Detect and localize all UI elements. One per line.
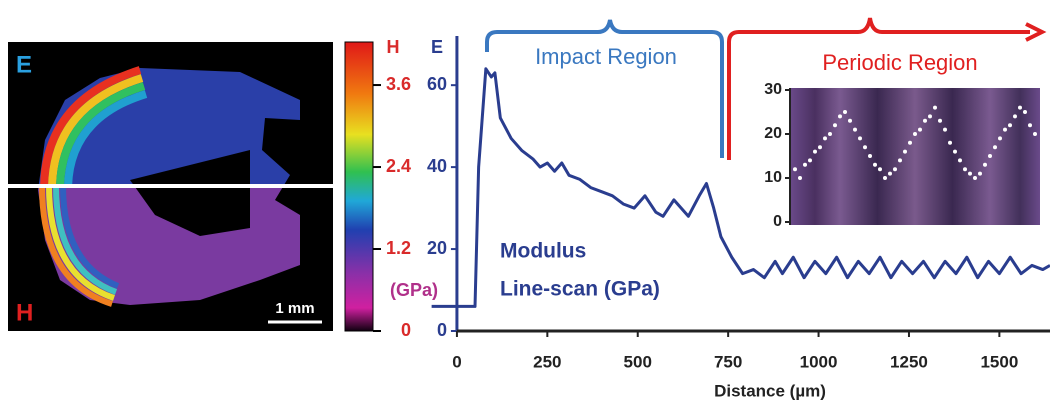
y-tick-label: 60 <box>427 74 447 94</box>
inset-background <box>790 88 1040 225</box>
scatter-point <box>1003 127 1007 132</box>
scatter-point <box>928 114 932 119</box>
scatter-point <box>863 145 867 150</box>
x-tick-label: 1250 <box>890 352 928 371</box>
scatter-point <box>898 158 902 163</box>
scatter-point <box>983 162 987 167</box>
x-tick-label: 750 <box>714 352 742 371</box>
periodic-label: Periodic Region <box>822 50 977 75</box>
scatter-point <box>808 158 812 163</box>
series-label: Line-scan (GPa) <box>500 278 660 301</box>
inset-y-tick-label: 30 <box>764 81 782 98</box>
scatter-point <box>908 140 912 145</box>
scatter-point <box>978 171 982 176</box>
scatter-point <box>823 136 827 141</box>
scatter-point <box>998 136 1002 141</box>
y-tick-label: 0 <box>437 320 447 340</box>
scatter-point <box>868 154 872 158</box>
scatter-point <box>893 167 897 172</box>
x-tick-label: 1500 <box>980 352 1018 371</box>
scatter-point <box>903 149 907 154</box>
scatter-point <box>883 176 887 180</box>
x-tick-label: 0 <box>452 352 461 371</box>
colorbar-tick-label: 2.4 <box>386 156 411 176</box>
scatter-point <box>993 145 997 150</box>
x-axis-label: Distance (µm) <box>714 381 826 400</box>
y-axis-label: E <box>431 37 443 57</box>
scatter-point <box>933 105 937 110</box>
periodic-bracket <box>727 17 1030 160</box>
scatter-point <box>1023 110 1027 114</box>
inset-y-tick-label: 20 <box>764 125 782 142</box>
scatter-point <box>798 176 802 180</box>
scatter-point <box>943 127 947 132</box>
scatter-point <box>938 118 942 123</box>
scatter-point <box>828 132 832 136</box>
scatter-point <box>803 162 807 167</box>
scatter-point <box>813 149 817 154</box>
scatter-point <box>963 167 967 172</box>
scatter-point <box>913 132 917 136</box>
series-label: Modulus <box>500 240 586 263</box>
impact-label: Impact Region <box>535 44 677 69</box>
map-label-h: H <box>16 299 33 326</box>
x-tick-label: 1000 <box>800 352 838 371</box>
scatter-point <box>1033 132 1037 136</box>
scatter-point <box>953 149 957 154</box>
scatter-point <box>923 118 927 123</box>
scatter-point <box>973 176 977 180</box>
inset-y-tick-label: 10 <box>764 169 782 186</box>
scatter-point <box>793 167 797 172</box>
scatter-point <box>843 110 847 114</box>
scatter-point <box>853 127 857 132</box>
scatter-point <box>858 136 862 141</box>
x-tick-label: 250 <box>533 352 561 371</box>
scatter-point <box>918 127 922 132</box>
scatter-point <box>1028 123 1032 128</box>
inset-y-tick-label: 0 <box>773 213 782 230</box>
impact-bracket <box>485 19 724 158</box>
x-tick-label: 500 <box>624 352 652 371</box>
map-label-e: E <box>16 51 32 78</box>
scatter-point <box>988 154 992 158</box>
scatter-point <box>1018 105 1022 110</box>
map-body <box>38 66 300 307</box>
scatter-point <box>838 114 842 119</box>
scatter-point <box>833 123 837 128</box>
scatter-point <box>948 140 952 145</box>
scale-bar-label: 1 mm <box>275 300 314 317</box>
periodic-arrow <box>1025 22 1047 42</box>
scatter-point <box>958 158 962 163</box>
scatter-point <box>878 167 882 172</box>
colorbar-tick-label: 1.2 <box>386 238 411 258</box>
data-line <box>431 67 1050 308</box>
scatter-point <box>1008 123 1012 128</box>
colorbar-title: H <box>387 37 400 57</box>
scatter-point <box>1013 114 1017 119</box>
y-tick-label: 40 <box>427 156 447 176</box>
colorbar-tick-label: 3.6 <box>386 74 411 94</box>
scatter-point <box>848 118 852 123</box>
colorbar <box>344 41 374 332</box>
scatter-point <box>888 171 892 176</box>
y-tick-label: 20 <box>427 238 447 258</box>
scatter-point <box>818 145 822 150</box>
colorbar-tick-label: 0 <box>401 320 411 340</box>
colorbar-unit: (GPa) <box>390 280 438 300</box>
scatter-point <box>873 162 877 167</box>
scatter-point <box>968 171 972 176</box>
